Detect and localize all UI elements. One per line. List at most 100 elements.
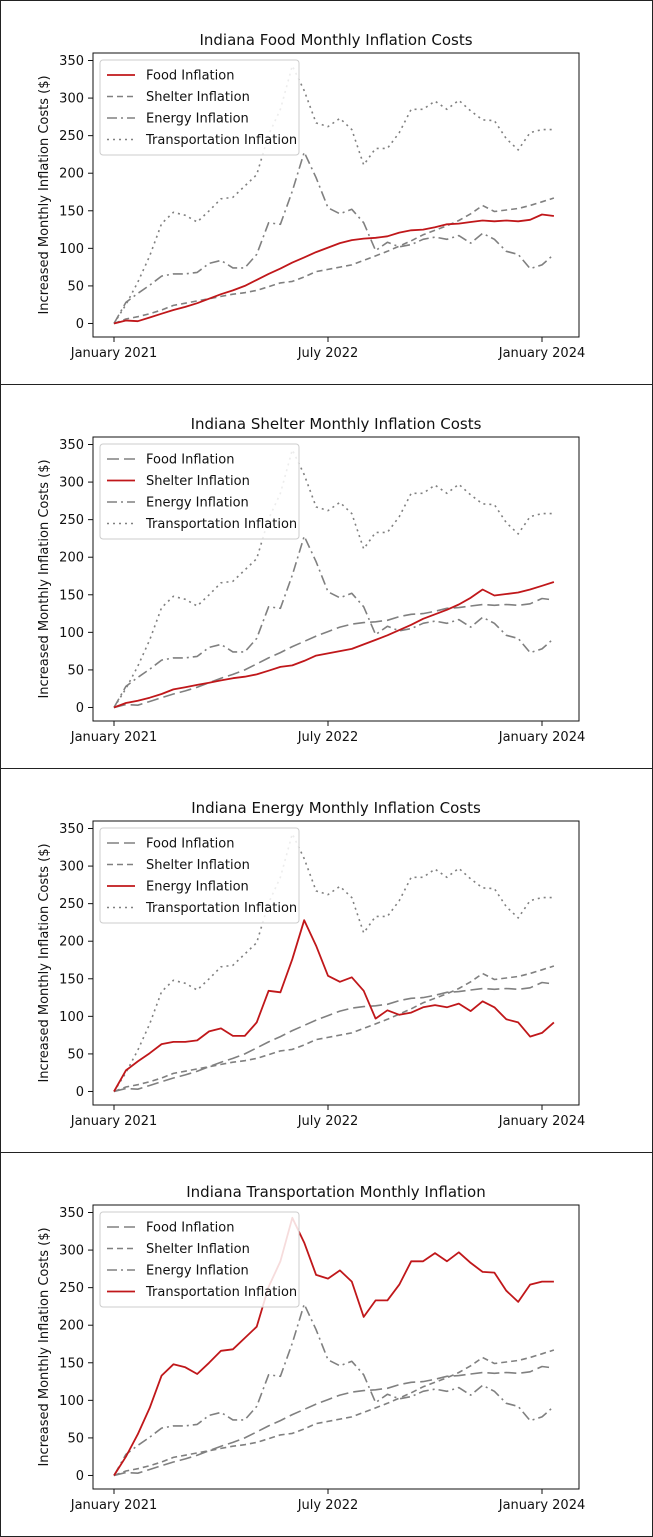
legend-label-energy: Energy Inflation (146, 496, 249, 511)
x-tick-label: July 2022 (297, 1498, 359, 1513)
legend-label-energy: Energy Inflation (146, 1264, 249, 1279)
y-tick-label: 200 (59, 167, 84, 182)
y-tick-label: 100 (59, 1394, 84, 1409)
x-tick-label: January 2024 (498, 1498, 586, 1513)
legend: Food Inflation Shelter Inflation Energy In… (99, 443, 300, 540)
legend-box (99, 827, 300, 924)
y-tick-label: 50 (67, 279, 84, 294)
chart-panel-shelter: Indiana Shelter Monthly Inflation Costs I… (0, 384, 653, 769)
legend-label-transportation: Transportation Inflation (145, 517, 297, 532)
plot-area (92, 436, 580, 722)
y-tick-label: 250 (59, 897, 84, 912)
y-tick-label: 200 (59, 551, 84, 566)
series-line-food (113, 1365, 555, 1477)
legend-label-food: Food Inflation (146, 69, 234, 84)
legend-label-energy: Energy Inflation (146, 112, 249, 127)
legend-label-shelter: Shelter Inflation (146, 1242, 250, 1257)
series-line-energy (113, 151, 555, 324)
chart-title: Indiana Energy Monthly Inflation Costs (191, 799, 481, 817)
series-line-transportation (113, 65, 554, 324)
y-axis-label: Increased Monthly Inflation Costs ($) (37, 1227, 52, 1466)
y-tick-label: 200 (59, 1319, 84, 1334)
y-tick-label: 100 (59, 1010, 84, 1025)
legend-label-food: Food Inflation (146, 1221, 234, 1236)
x-tick-label: January 2021 (70, 346, 158, 361)
legend-label-transportation: Transportation Inflation (145, 1285, 297, 1300)
series-line-energy (113, 535, 555, 708)
legend-label-transportation: Transportation Inflation (145, 133, 297, 148)
x-tick-label: January 2021 (70, 730, 158, 745)
y-tick-label: 350 (59, 438, 84, 453)
chart-title: Indiana Shelter Monthly Inflation Costs (191, 415, 482, 433)
y-tick-label: 100 (59, 242, 84, 257)
y-tick-label: 50 (67, 1047, 84, 1062)
x-tick-label: January 2024 (498, 1114, 586, 1129)
chart-title: Indiana Food Monthly Inflation Costs (199, 31, 472, 49)
plot-area (92, 52, 580, 338)
chart-panel-energy: Indiana Energy Monthly Inflation Costs In… (0, 768, 653, 1153)
legend-label-shelter: Shelter Inflation (146, 474, 250, 489)
y-tick-label: 300 (59, 1244, 84, 1259)
series-line-shelter (113, 1349, 555, 1477)
y-tick-label: 250 (59, 129, 84, 144)
y-axis-label: Increased Monthly Inflation Costs ($) (37, 75, 52, 314)
legend: Food Inflation Shelter Inflation Energy In… (99, 59, 300, 156)
series-line-transportation (113, 1216, 554, 1476)
x-tick-label: July 2022 (297, 730, 359, 745)
series-line-energy (113, 919, 555, 1092)
series-line-food (113, 213, 555, 325)
y-tick-label: 100 (59, 626, 84, 641)
y-tick-label: 150 (59, 1356, 84, 1371)
legend-box (99, 59, 300, 156)
chart-panel-food: Indiana Food Monthly Inflation Costs Incr… (0, 0, 653, 385)
legend: Food Inflation Shelter Inflation Energy In… (99, 827, 300, 924)
chart-title: Indiana Transportation Monthly Inflation (186, 1183, 486, 1201)
series-line-shelter (113, 197, 555, 325)
y-tick-label: 0 (76, 1085, 84, 1100)
y-tick-label: 0 (76, 1469, 84, 1484)
x-tick-label: January 2021 (70, 1114, 158, 1129)
legend-label-food: Food Inflation (146, 837, 234, 852)
legend-label-shelter: Shelter Inflation (146, 90, 250, 105)
legend-box (99, 443, 300, 540)
line-chart-food: Indiana Food Monthly Inflation Costs Incr… (37, 31, 586, 361)
y-tick-label: 300 (59, 92, 84, 107)
y-tick-label: 300 (59, 860, 84, 875)
y-tick-label: 50 (67, 663, 84, 678)
y-tick-label: 50 (67, 1431, 84, 1446)
y-tick-label: 0 (76, 701, 84, 716)
series-line-shelter (113, 965, 555, 1093)
x-tick-label: January 2021 (70, 1498, 158, 1513)
y-tick-label: 250 (59, 513, 84, 528)
legend-label-energy: Energy Inflation (146, 880, 249, 895)
y-tick-label: 200 (59, 935, 84, 950)
series-line-transportation (113, 833, 554, 1092)
series-line-shelter (113, 581, 555, 709)
x-tick-label: January 2024 (498, 730, 586, 745)
line-chart-shelter: Indiana Shelter Monthly Inflation Costs I… (37, 415, 586, 745)
y-tick-label: 150 (59, 204, 84, 219)
chart-panel-transportation: Indiana Transportation Monthly Inflation… (0, 1152, 653, 1537)
y-tick-label: 350 (59, 54, 84, 69)
y-tick-label: 250 (59, 1281, 84, 1296)
y-tick-label: 150 (59, 972, 84, 987)
legend: Food Inflation Shelter Inflation Energy In… (99, 1211, 300, 1308)
y-tick-label: 150 (59, 588, 84, 603)
y-tick-label: 0 (76, 317, 84, 332)
series-line-food (113, 597, 555, 709)
line-chart-energy: Indiana Energy Monthly Inflation Costs In… (37, 799, 586, 1129)
x-tick-label: July 2022 (297, 346, 359, 361)
line-chart-transportation: Indiana Transportation Monthly Inflation… (37, 1183, 586, 1513)
y-tick-label: 350 (59, 822, 84, 837)
series-line-food (113, 981, 555, 1093)
legend-box (99, 1211, 300, 1308)
x-tick-label: July 2022 (297, 1114, 359, 1129)
plot-area (92, 820, 580, 1106)
y-tick-label: 350 (59, 1206, 84, 1221)
series-line-energy (113, 1303, 555, 1476)
y-axis-label: Increased Monthly Inflation Costs ($) (37, 843, 52, 1082)
x-tick-label: January 2024 (498, 346, 586, 361)
y-axis-label: Increased Monthly Inflation Costs ($) (37, 459, 52, 698)
series-line-transportation (113, 449, 554, 708)
